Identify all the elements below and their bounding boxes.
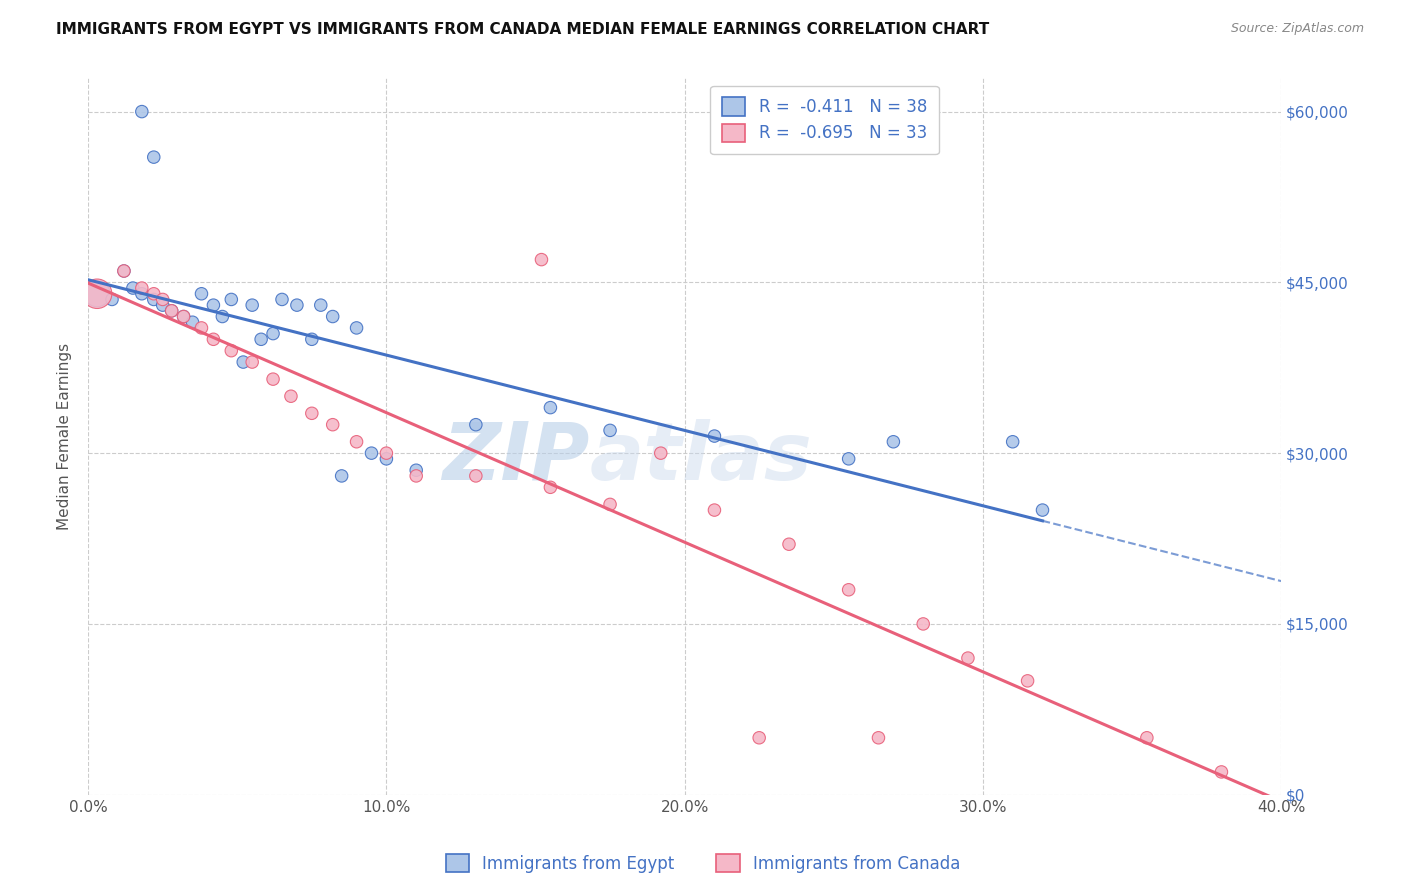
Point [240, 355, 263, 369]
Point [285, 298, 308, 312]
Point [309, 298, 332, 312]
Point [599, 423, 621, 437]
Point [181, 315, 204, 329]
Text: atlas: atlas [589, 418, 811, 497]
Text: Source: ZipAtlas.com: Source: ZipAtlas.com [1230, 22, 1364, 36]
Point [346, 434, 368, 449]
Point [838, 451, 860, 466]
Point [142, 286, 165, 301]
Point [280, 389, 302, 403]
Point [956, 651, 979, 665]
Point [221, 343, 243, 358]
Point [160, 303, 183, 318]
Point [202, 298, 225, 312]
Point [112, 264, 135, 278]
Point [131, 281, 153, 295]
Point [142, 150, 165, 164]
Point [538, 401, 561, 415]
Point [142, 293, 165, 307]
Point [221, 293, 243, 307]
Point [250, 332, 273, 346]
Point [301, 406, 323, 420]
Point [232, 355, 254, 369]
Point [262, 372, 284, 386]
Point [262, 326, 284, 341]
Point [375, 451, 398, 466]
Point [301, 332, 323, 346]
Point [86, 286, 108, 301]
Point [322, 310, 344, 324]
Point [211, 310, 233, 324]
Point [173, 310, 195, 324]
Point [122, 281, 145, 295]
Point [173, 310, 195, 324]
Point [360, 446, 382, 460]
Text: IMMIGRANTS FROM EGYPT VS IMMIGRANTS FROM CANADA MEDIAN FEMALE EARNINGS CORRELATI: IMMIGRANTS FROM EGYPT VS IMMIGRANTS FROM… [56, 22, 990, 37]
Point [346, 321, 368, 335]
Point [1211, 764, 1233, 779]
Point [530, 252, 553, 267]
Point [152, 293, 174, 307]
Point [190, 286, 212, 301]
Point [538, 480, 561, 494]
Point [912, 616, 935, 631]
Point [464, 417, 486, 432]
Point [240, 298, 263, 312]
Point [748, 731, 770, 745]
Point [599, 497, 621, 511]
Point [464, 469, 486, 483]
Point [112, 264, 135, 278]
Point [868, 731, 890, 745]
Point [1001, 434, 1024, 449]
Point [375, 446, 398, 460]
Point [202, 332, 225, 346]
Point [703, 503, 725, 517]
Point [1031, 503, 1053, 517]
Point [882, 434, 904, 449]
Legend: Immigrants from Egypt, Immigrants from Canada: Immigrants from Egypt, Immigrants from C… [439, 847, 967, 880]
Point [330, 469, 353, 483]
Point [778, 537, 800, 551]
Point [271, 293, 294, 307]
Point [152, 298, 174, 312]
Legend: R =  -0.411   N = 38, R =  -0.695   N = 33: R = -0.411 N = 38, R = -0.695 N = 33 [710, 86, 939, 154]
Point [86, 286, 108, 301]
Text: ZIP: ZIP [441, 418, 589, 497]
Point [160, 303, 183, 318]
Point [838, 582, 860, 597]
Point [131, 286, 153, 301]
Point [101, 293, 124, 307]
Point [405, 469, 427, 483]
Y-axis label: Median Female Earnings: Median Female Earnings [58, 343, 72, 530]
Point [650, 446, 672, 460]
Point [190, 321, 212, 335]
Point [131, 104, 153, 119]
Point [1136, 731, 1159, 745]
Point [405, 463, 427, 477]
Point [703, 429, 725, 443]
Point [322, 417, 344, 432]
Point [1017, 673, 1039, 688]
